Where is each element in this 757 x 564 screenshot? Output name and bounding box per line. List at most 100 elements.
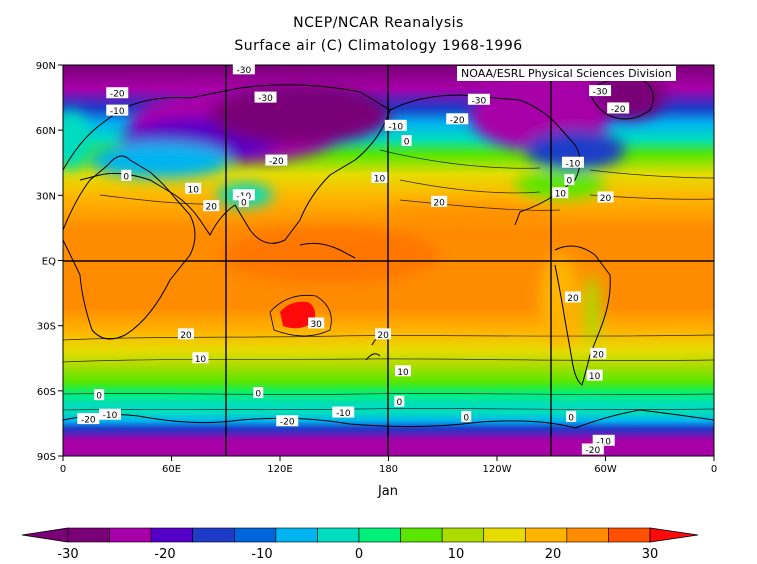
contour-label: -20 [276, 415, 299, 428]
contour-label: -20 [77, 413, 100, 426]
colorbar-swatch [233, 527, 277, 543]
x-tick-label: 120W [483, 464, 512, 475]
y-tick-label: EQ [42, 257, 56, 268]
y-tick-label: 90S [37, 452, 56, 463]
svg-text:30: 30 [310, 320, 322, 330]
svg-text:10: 10 [195, 355, 207, 365]
svg-text:-30: -30 [236, 66, 251, 76]
svg-text:-20: -20 [585, 446, 600, 456]
colorbar-swatch [275, 527, 318, 543]
contour-label: 0 [401, 135, 412, 148]
colorbar-tick-label: 10 [448, 547, 465, 562]
y-tick-label: 30S [37, 322, 56, 333]
svg-text:20: 20 [567, 294, 579, 304]
credit-label: NOAA/ESRL Physical Sciences Division [457, 66, 676, 81]
contour-label: -20 [581, 443, 604, 456]
svg-text:-20: -20 [611, 105, 626, 115]
svg-text:20: 20 [180, 331, 192, 341]
x-axis-label: Jan [377, 484, 398, 499]
contour-label: 0 [394, 395, 405, 408]
contour-label: -10 [384, 119, 407, 132]
x-axis-ticks: 0 60E 120E 180 120W 60W 0 [60, 456, 717, 475]
svg-text:20: 20 [377, 331, 389, 341]
contour-label: -20 [446, 113, 469, 126]
svg-text:-30: -30 [472, 96, 487, 106]
colorbar-swatch [317, 527, 360, 543]
contour-label: 0 [461, 410, 472, 423]
colorbar-swatch [109, 527, 152, 543]
svg-text:-20: -20 [450, 116, 465, 126]
svg-text:0: 0 [255, 390, 261, 400]
contour-label: -30 [467, 93, 490, 106]
x-tick-label: 0 [711, 464, 717, 475]
contour-label: -20 [265, 154, 288, 167]
x-tick-label: 0 [60, 464, 66, 475]
contour-label: 0 [238, 195, 249, 208]
colorbar-ticks: -30 -20 -10 0 10 20 30 [57, 547, 658, 562]
svg-text:20: 20 [433, 198, 445, 208]
contour-label: 0 [564, 174, 575, 187]
svg-text:-30: -30 [593, 88, 608, 98]
contour-label: 30 [308, 317, 325, 330]
colorbar-swatch [192, 527, 235, 543]
x-tick-label: 60E [162, 464, 181, 475]
contour-label: 0 [121, 169, 132, 182]
colorbar-swatch [67, 527, 110, 543]
y-tick-label: 60N [36, 126, 56, 137]
contour-label: 0 [253, 387, 264, 400]
y-tick-label: 30N [36, 191, 56, 202]
svg-text:0: 0 [241, 198, 247, 208]
colorbar-swatch [400, 527, 443, 543]
y-tick-label: 90N [36, 61, 56, 72]
contour-label: 20 [590, 347, 607, 360]
svg-text:-10: -10 [596, 437, 611, 447]
contour-label: 20 [597, 191, 614, 204]
map-subtitle: Surface air (C) Climatology 1968-1996 [234, 38, 523, 54]
colorbar-swatch [358, 527, 401, 543]
contour-label: -10 [561, 156, 584, 169]
svg-text:0: 0 [463, 413, 469, 423]
colorbar-over-arrow [649, 527, 699, 543]
contour-label: 0 [94, 389, 105, 402]
contour-label: 20 [177, 328, 194, 341]
contour-label: -30 [232, 63, 255, 76]
colorbar-tick-label: -20 [154, 547, 175, 562]
svg-text:-10: -10 [388, 122, 403, 132]
contour-label: -20 [106, 87, 129, 100]
svg-text:0: 0 [404, 138, 410, 148]
y-axis-ticks: 90N 60N 30N EQ 30S 60S 90S [36, 61, 63, 463]
contour-label: 20 [564, 291, 581, 304]
contour-label: -10 [99, 408, 122, 421]
svg-text:-10: -10 [566, 159, 581, 169]
colorbar-swatch [150, 527, 194, 543]
svg-text:0: 0 [568, 413, 574, 423]
svg-text:-10: -10 [103, 411, 118, 421]
colorbar-tick-label: 30 [642, 547, 659, 562]
svg-text:-20: -20 [280, 418, 295, 428]
contour-label: 10 [371, 171, 388, 184]
contour-label: -10 [592, 434, 615, 447]
colorbar-tick-label: 0 [355, 547, 363, 562]
colorbar-swatch [524, 527, 568, 543]
x-tick-label: 180 [379, 464, 398, 475]
colorbar-swatch [483, 527, 526, 543]
svg-text:20: 20 [206, 203, 218, 213]
contour-label: 20 [375, 328, 392, 341]
svg-text:-10: -10 [336, 409, 351, 419]
contour-label: -10 [106, 104, 129, 117]
colorbar-tick-label: -30 [57, 547, 78, 562]
svg-text:10: 10 [555, 190, 567, 200]
contour-label: 10 [394, 365, 411, 378]
colorbar-tick-label: 20 [545, 547, 562, 562]
svg-text:10: 10 [374, 174, 386, 184]
contour-label: 10 [192, 352, 209, 365]
contour-label: 20 [431, 195, 448, 208]
svg-text:0: 0 [566, 177, 572, 187]
svg-text:10: 10 [187, 185, 199, 195]
contour-label: 0 [566, 410, 577, 423]
contour-labels: -20-30-30 -30-30-20-10-10-200-20 -100 01010… [77, 63, 630, 456]
contour-label: -30 [254, 91, 277, 104]
colorbar-swatch [566, 527, 609, 543]
contour-label: 10 [552, 187, 569, 200]
